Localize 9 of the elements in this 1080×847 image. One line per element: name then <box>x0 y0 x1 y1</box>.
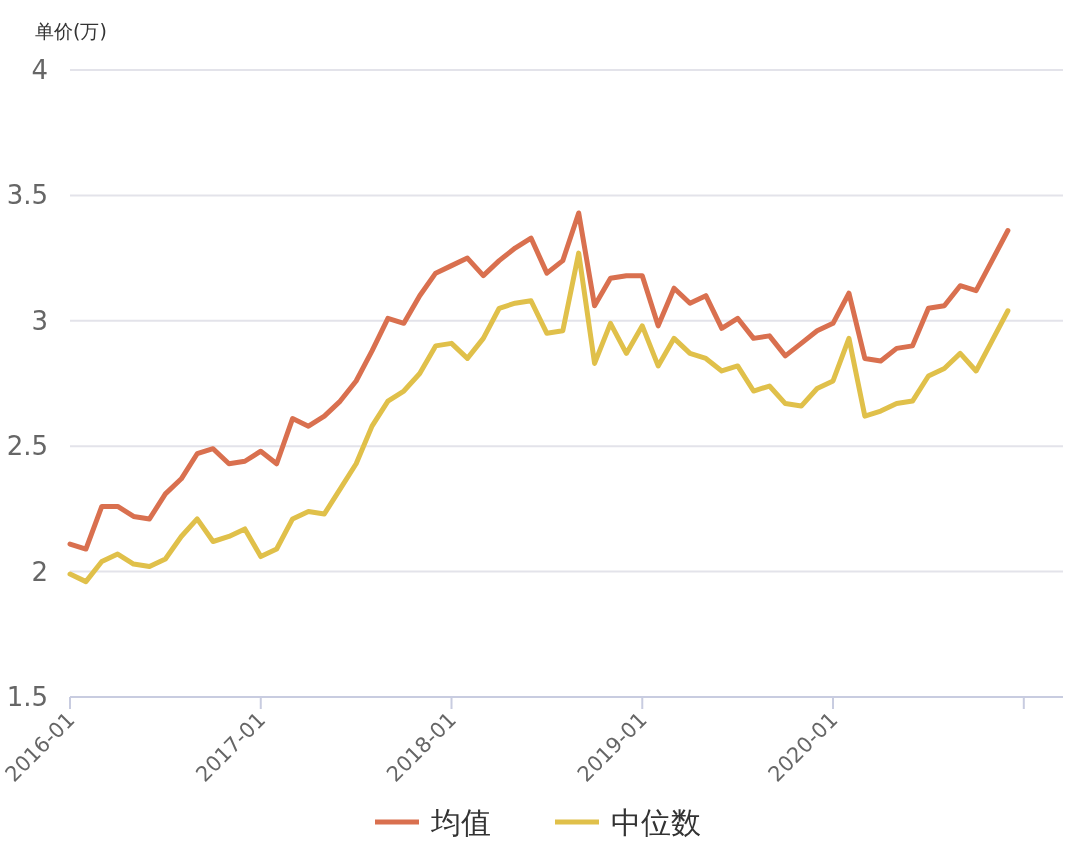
legend-label: 均值 <box>430 805 491 840</box>
y-tick-label: 3 <box>31 305 48 336</box>
legend-label: 中位数 <box>611 805 701 840</box>
y-tick-label: 2 <box>31 556 48 587</box>
y-tick-label: 2.5 <box>6 431 48 462</box>
y-tick-label: 1.5 <box>6 682 48 712</box>
y-tick-label: 4 <box>31 55 48 85</box>
y-tick-label: 3.5 <box>6 180 48 211</box>
y-axis-title: 单价(万) <box>35 20 107 42</box>
